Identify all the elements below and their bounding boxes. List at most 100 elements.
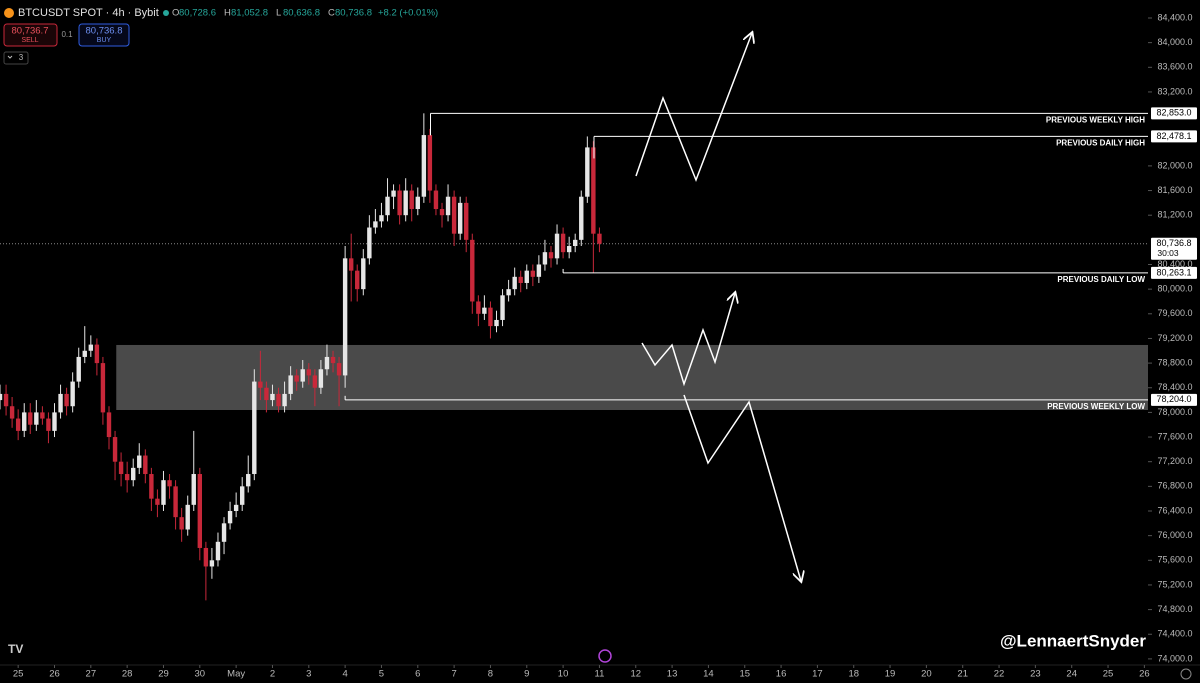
- candle-body: [82, 350, 87, 357]
- candle-body: [246, 474, 251, 487]
- candle-body: [40, 412, 45, 419]
- quantity: 0.1: [61, 30, 73, 39]
- candle-body: [270, 393, 275, 401]
- ohlc-value: 80,736.8: [335, 8, 372, 19]
- scenario-arrows: [635, 33, 801, 581]
- x-tick-label: 22: [994, 669, 1005, 680]
- x-tick-label: 15: [739, 669, 750, 680]
- candle-body: [336, 363, 342, 376]
- x-tick-label: 10: [558, 669, 569, 680]
- candle-body: [391, 190, 396, 197]
- symbol-title[interactable]: BTCUSDT SPOT · 4h · Bybit: [18, 7, 159, 19]
- ohlc-key: L: [276, 8, 281, 19]
- candle-body: [227, 510, 233, 524]
- candle-body: [131, 467, 136, 481]
- x-tick-label: 28: [122, 669, 133, 680]
- x-tick-label: 25: [13, 669, 24, 680]
- candle-body: [3, 393, 9, 407]
- candle-body: [252, 381, 257, 475]
- event-icon[interactable]: [598, 649, 612, 663]
- ohlc-key: C: [328, 8, 335, 19]
- candle-body: [457, 202, 463, 234]
- x-tick-label: 18: [848, 669, 859, 680]
- candle-body: [276, 393, 281, 407]
- last-price-label: 80,736.8: [1156, 238, 1191, 248]
- ohlc-key: O: [172, 8, 179, 19]
- candle-body: [46, 418, 51, 431]
- indicator-count: 3: [19, 53, 24, 62]
- candle-body: [124, 474, 130, 481]
- supply-demand-zone: [116, 344, 1148, 410]
- x-tick-label: 24: [1066, 669, 1077, 680]
- x-tick-label: 20: [921, 669, 932, 680]
- x-tick-label: May: [227, 669, 245, 680]
- candle-body: [155, 498, 160, 505]
- bear-arrow: [683, 394, 801, 581]
- candle-body: [185, 504, 190, 530]
- last-price-tag: [1151, 237, 1197, 260]
- x-tick-label: 3: [306, 669, 311, 680]
- candle-body: [240, 486, 245, 505]
- candle-body: [560, 233, 566, 253]
- x-tick-label: 5: [379, 669, 384, 680]
- candle-body: [427, 135, 433, 191]
- y-tick-label: 79,200.0: [1157, 333, 1192, 343]
- y-tick-label: 80,000.0: [1157, 284, 1192, 294]
- status-dot: [163, 10, 169, 16]
- candle-body: [306, 369, 311, 376]
- x-tick-label: 30: [195, 669, 206, 680]
- x-tick-label: 21: [957, 669, 968, 680]
- candle-body: [342, 258, 348, 376]
- candle-body: [167, 480, 172, 487]
- candle-body: [22, 412, 27, 431]
- buy-button[interactable]: [78, 23, 130, 47]
- candle-body: [143, 455, 148, 475]
- x-tick-label: 6: [415, 669, 420, 680]
- candle-body: [28, 412, 33, 425]
- sell-button[interactable]: [3, 23, 58, 47]
- y-tick-label: 79,600.0: [1157, 308, 1192, 318]
- candle-body: [373, 221, 378, 228]
- y-tick-label: 76,400.0: [1157, 505, 1192, 515]
- countdown: 30:03: [1157, 248, 1179, 258]
- candle-body: [100, 363, 106, 413]
- level-tag-label: 82,853.0: [1156, 108, 1191, 118]
- candle-body: [548, 252, 554, 259]
- candle-body: [58, 393, 63, 413]
- y-tick-label: 81,600.0: [1157, 185, 1192, 195]
- y-tick-label: 77,600.0: [1157, 431, 1192, 441]
- x-tick-label: 2: [270, 669, 275, 680]
- buy-price: 80,736.8: [86, 26, 123, 37]
- candle-body: [88, 344, 94, 351]
- candle-body: [34, 412, 39, 425]
- settings-icon[interactable]: [1180, 668, 1192, 680]
- y-tick-label: 76,800.0: [1157, 481, 1192, 491]
- candle-body: [324, 356, 330, 370]
- indicator-toggle[interactable]: [3, 51, 29, 65]
- candle-body: [476, 301, 481, 314]
- candle-body: [258, 381, 263, 388]
- x-tick-label: 27: [86, 669, 97, 680]
- x-tick-label: 26: [1139, 669, 1150, 680]
- candle-body: [506, 289, 511, 296]
- candle-body: [64, 393, 69, 407]
- x-tick-label: 7: [451, 669, 456, 680]
- candle-body: [221, 523, 227, 542]
- ohlc-key: H: [224, 8, 231, 19]
- candle-body: [542, 252, 548, 265]
- y-tick-label: 75,600.0: [1157, 555, 1192, 565]
- candle-body: [209, 560, 215, 567]
- candle-body: [15, 418, 21, 431]
- candle-body: [554, 233, 560, 259]
- tv-logo: TV: [8, 642, 23, 656]
- x-tick-label: 8: [488, 669, 493, 680]
- x-tick-label: 16: [776, 669, 787, 680]
- candle-body: [500, 295, 505, 320]
- candle-body: [0, 393, 3, 401]
- x-tick-label: 29: [158, 669, 169, 680]
- candle-body: [318, 369, 324, 388]
- y-tick-label: 74,400.0: [1157, 629, 1192, 639]
- level-text: PREVIOUS WEEKLY LOW: [1047, 402, 1145, 411]
- candle-body: [203, 547, 209, 567]
- candle-body: [215, 541, 221, 561]
